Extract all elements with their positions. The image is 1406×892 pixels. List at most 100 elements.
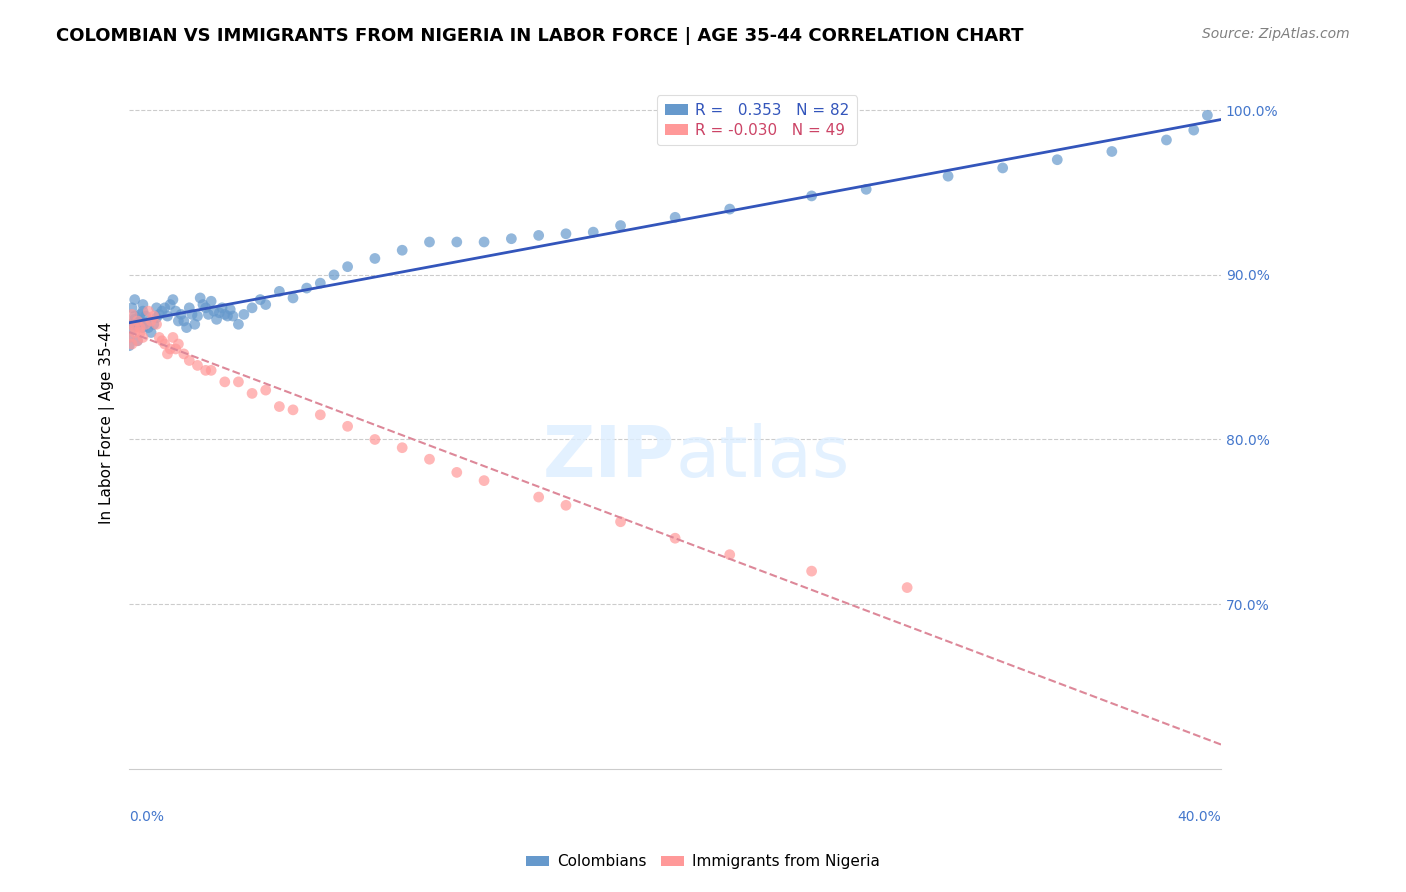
Point [200, 363, 222, 377]
Point [127, 318, 149, 333]
Point [364, 252, 387, 266]
Point [153, 337, 176, 351]
Point [197, 307, 219, 321]
Point [202, 304, 225, 318]
Point [135, 318, 157, 332]
Point [127, 314, 149, 328]
Point [124, 320, 146, 334]
Point [555, 498, 578, 512]
Point [855, 182, 877, 196]
Point [664, 531, 686, 545]
Point [139, 314, 162, 328]
Point [159, 342, 181, 356]
Point [138, 320, 160, 334]
Point [132, 304, 155, 318]
Point [446, 466, 468, 480]
Point [555, 227, 578, 241]
Point [205, 312, 228, 326]
Legend: R =   0.353   N = 82, R = -0.030   N = 49: R = 0.353 N = 82, R = -0.030 N = 49 [657, 95, 858, 145]
Point [156, 347, 179, 361]
Point [165, 342, 187, 356]
Point [121, 307, 143, 321]
Point [118, 330, 141, 344]
Point [135, 316, 157, 330]
Point [139, 326, 162, 340]
Point [1197, 108, 1219, 122]
Point [1101, 145, 1123, 159]
Point [142, 318, 165, 332]
Point [127, 334, 149, 348]
Point [718, 548, 741, 562]
Point [222, 309, 245, 323]
Point [138, 304, 160, 318]
Point [132, 320, 155, 334]
Point [211, 301, 233, 315]
Point [309, 408, 332, 422]
Point [162, 330, 184, 344]
Point [118, 318, 141, 332]
Point [309, 276, 332, 290]
Point [124, 293, 146, 307]
Point [194, 363, 217, 377]
Point [129, 326, 152, 340]
Point [170, 307, 193, 321]
Text: COLOMBIAN VS IMMIGRANTS FROM NIGERIA IN LABOR FORCE | AGE 35-44 CORRELATION CHAR: COLOMBIAN VS IMMIGRANTS FROM NIGERIA IN … [56, 27, 1024, 45]
Point [240, 301, 263, 315]
Point [121, 322, 143, 336]
Point [179, 353, 201, 368]
Point [129, 314, 152, 328]
Point [121, 337, 143, 351]
Point [323, 268, 346, 282]
Point [364, 433, 387, 447]
Point [145, 301, 167, 315]
Point [418, 452, 440, 467]
Point [281, 291, 304, 305]
Point [228, 375, 250, 389]
Point [254, 297, 277, 311]
Point [124, 326, 146, 340]
Point [194, 301, 217, 315]
Point [1046, 153, 1069, 167]
Point [191, 297, 214, 311]
Point [391, 244, 413, 258]
Text: 0.0%: 0.0% [129, 810, 165, 823]
Point [664, 211, 686, 225]
Point [896, 581, 918, 595]
Legend: Colombians, Immigrants from Nigeria: Colombians, Immigrants from Nigeria [520, 848, 886, 875]
Point [159, 297, 181, 311]
Point [501, 232, 523, 246]
Text: ZIP: ZIP [543, 423, 675, 492]
Point [167, 337, 190, 351]
Point [124, 312, 146, 326]
Point [150, 304, 173, 318]
Point [254, 383, 277, 397]
Point [129, 307, 152, 321]
Point [121, 318, 143, 332]
Point [145, 318, 167, 332]
Point [129, 320, 152, 334]
Point [991, 161, 1014, 175]
Point [127, 334, 149, 348]
Point [145, 310, 167, 325]
Point [391, 441, 413, 455]
Point [148, 330, 170, 344]
Point [214, 375, 236, 389]
Point [173, 347, 195, 361]
Point [148, 307, 170, 321]
Text: 40.0%: 40.0% [1177, 810, 1220, 823]
Point [240, 386, 263, 401]
Point [217, 309, 239, 323]
Point [269, 285, 291, 299]
Point [800, 189, 823, 203]
Point [228, 318, 250, 332]
Point [118, 339, 141, 353]
Point [214, 307, 236, 321]
Point [173, 314, 195, 328]
Point [1182, 123, 1205, 137]
Point [118, 330, 141, 344]
Point [718, 202, 741, 216]
Point [582, 225, 605, 239]
Point [184, 318, 207, 332]
Point [124, 309, 146, 323]
Point [269, 400, 291, 414]
